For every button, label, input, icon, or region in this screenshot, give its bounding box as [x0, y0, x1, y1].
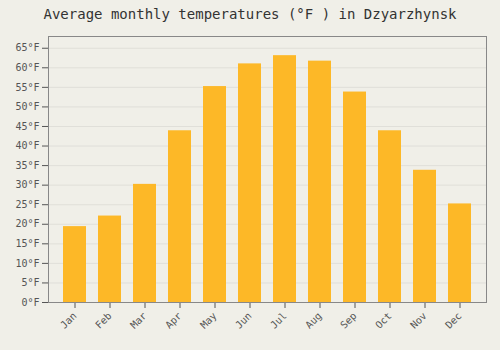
svg-text:Jun: Jun	[233, 310, 254, 331]
svg-text:Jul: Jul	[268, 310, 289, 331]
svg-text:Nov: Nov	[408, 310, 429, 331]
svg-text:45°F: 45°F	[15, 121, 39, 132]
svg-text:Aug: Aug	[303, 310, 324, 331]
svg-text:60°F: 60°F	[15, 62, 39, 73]
svg-text:Feb: Feb	[93, 310, 114, 331]
svg-text:55°F: 55°F	[15, 82, 39, 93]
svg-text:30°F: 30°F	[15, 179, 39, 190]
svg-text:25°F: 25°F	[15, 199, 39, 210]
svg-text:50°F: 50°F	[15, 101, 39, 112]
svg-text:20°F: 20°F	[15, 218, 39, 229]
svg-text:35°F: 35°F	[15, 160, 39, 171]
svg-text:40°F: 40°F	[15, 140, 39, 151]
svg-text:65°F: 65°F	[15, 42, 39, 53]
html-text:Average monthly temperatures (: Average monthly temperatures (°F ) in Dz…	[43, 6, 457, 22]
svg-text:5°F: 5°F	[21, 277, 39, 288]
svg-text:Oct: Oct	[373, 310, 394, 331]
svg-text:10°F: 10°F	[15, 258, 39, 269]
svg-text:Dec: Dec	[443, 310, 464, 331]
svg-text:Apr: Apr	[163, 310, 184, 331]
svg-text:15°F: 15°F	[15, 238, 39, 249]
svg-text:0°F: 0°F	[21, 297, 39, 308]
svg-text:Sep: Sep	[338, 310, 359, 331]
svg-text:Mar: Mar	[128, 310, 149, 331]
svg-text:Jan: Jan	[58, 310, 79, 331]
svg-text:May: May	[198, 310, 219, 331]
